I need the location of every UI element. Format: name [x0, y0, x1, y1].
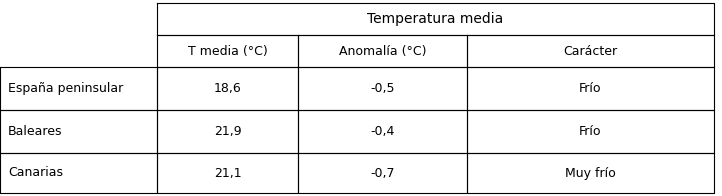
- Text: Frío: Frío: [579, 82, 601, 95]
- Text: Frío: Frío: [579, 125, 601, 138]
- Text: Canarias: Canarias: [8, 166, 63, 180]
- Text: -0,5: -0,5: [370, 82, 395, 95]
- Text: 21,1: 21,1: [214, 166, 241, 180]
- Text: Carácter: Carácter: [563, 44, 617, 57]
- Text: Baleares: Baleares: [8, 125, 63, 138]
- Text: Muy frío: Muy frío: [565, 166, 616, 180]
- Text: España peninsular: España peninsular: [8, 82, 123, 95]
- Text: -0,4: -0,4: [370, 125, 395, 138]
- Text: Temperatura media: Temperatura media: [367, 12, 504, 26]
- Text: Anomalía (°C): Anomalía (°C): [339, 44, 426, 57]
- Text: 18,6: 18,6: [214, 82, 241, 95]
- Text: T media (°C): T media (°C): [188, 44, 267, 57]
- Text: 21,9: 21,9: [214, 125, 241, 138]
- Text: -0,7: -0,7: [370, 166, 395, 180]
